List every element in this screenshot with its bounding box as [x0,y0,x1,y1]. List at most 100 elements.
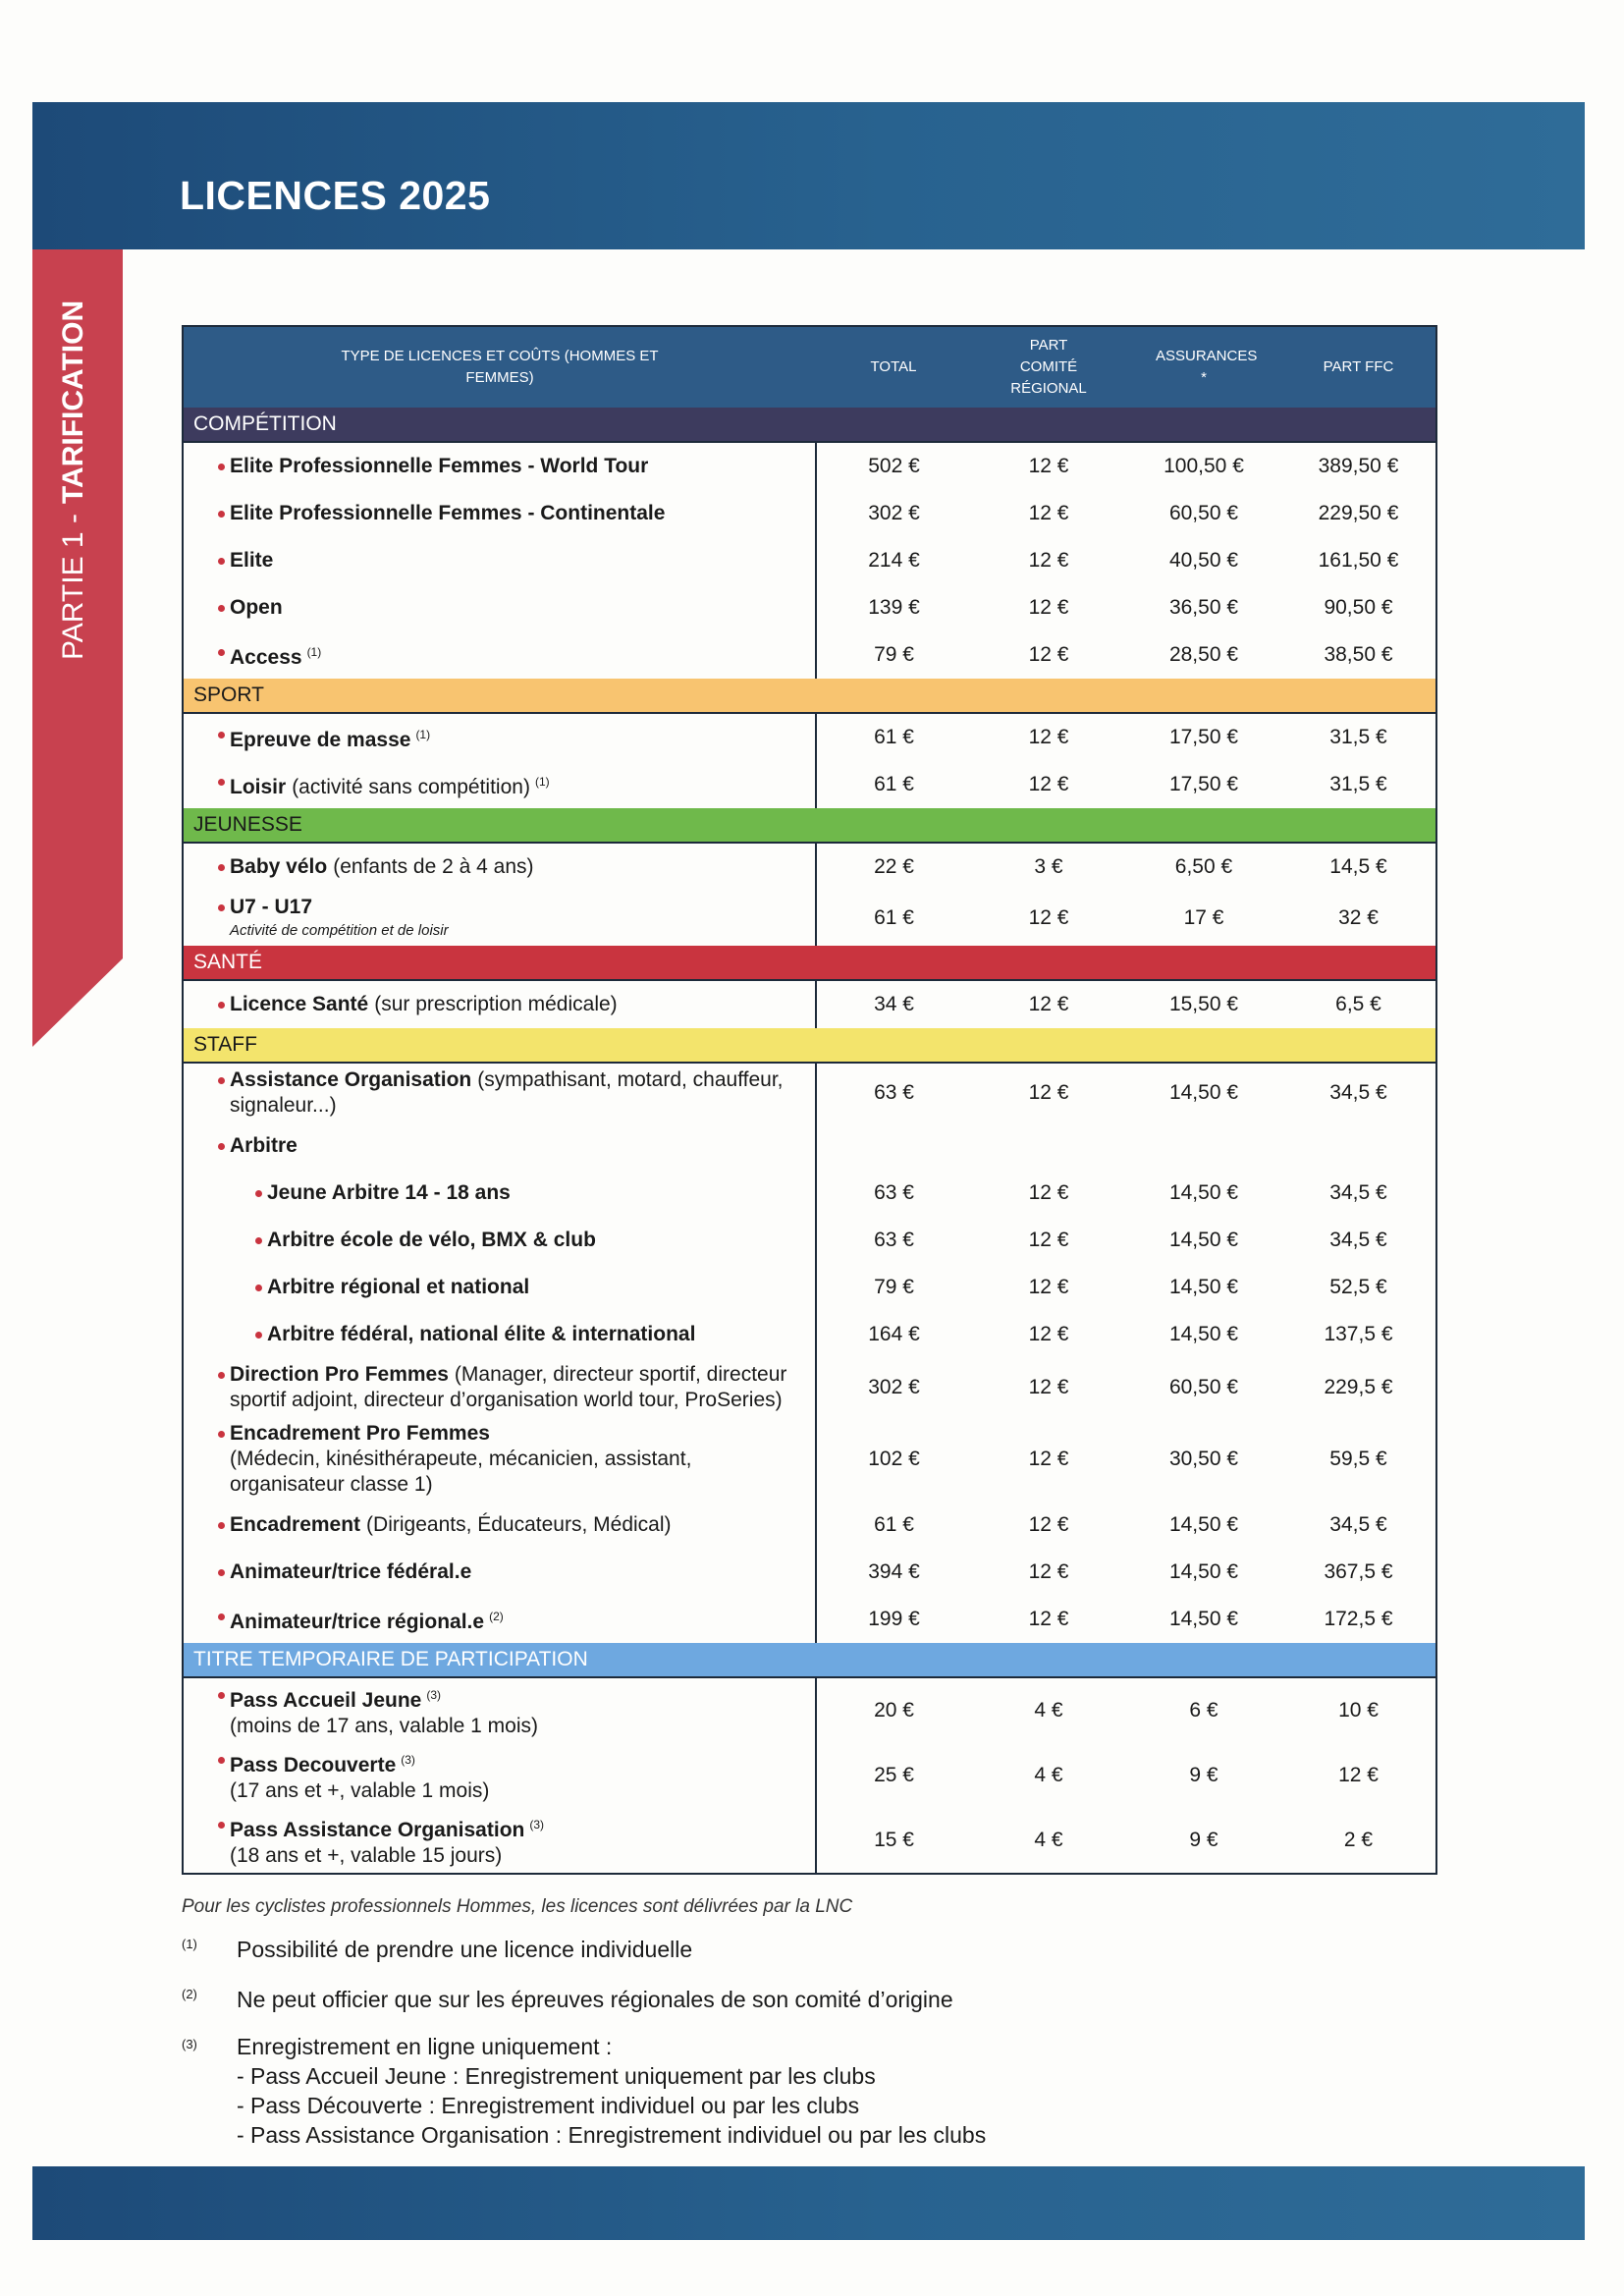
table-row: Assistance Organisation (sympathisant, mo… [183,1063,1436,1122]
license-text: Elite [230,548,273,574]
section-row: JEUNESSE [183,808,1436,844]
price-cell: 12 € [1028,1608,1069,1630]
price-cell: 22 € [874,855,914,878]
table-row: Encadrement (Dirigeants, Éducateurs, Médi… [183,1502,1436,1549]
license-label: Arbitre école de vélo, BMX & club [255,1228,803,1253]
license-name: Pass Decouverte [230,1754,397,1777]
price-cell: 25 € [874,1764,914,1786]
footnote: (1) Possibilité de prendre une licence in… [182,1932,1437,1968]
license-name: Licence Santé [230,993,369,1015]
footnote-line: Possibilité de prendre une licence indiv… [237,1937,693,1962]
price-cell: 6 € [1189,1699,1218,1722]
license-detail: (sur prescription médicale) [374,993,618,1015]
price-cell: 4 € [1034,1829,1063,1851]
table-row: Licence Santé (sur prescription médicale)… [183,980,1436,1028]
license-label: Animateur/trice fédéral.e [218,1559,803,1585]
license-text: Assistance Organisation (sympathisant, mo… [230,1067,803,1119]
license-detail: (Dirigeants, Éducateurs, Médical) [366,1513,672,1536]
license-detail: (enfants de 2 à 4 ans) [333,855,534,878]
price-cell: 61 € [874,726,914,748]
footnote-text: Enregistrement en ligne uniquement : - Pa… [237,2032,1437,2150]
bullet [218,1431,225,1438]
price-cell: 12 € [1028,1276,1069,1298]
license-cell: Encadrement (Dirigeants, Éducateurs, Médi… [183,1502,817,1549]
note-ref: (3) [426,1688,441,1702]
license-text: Encadrement (Dirigeants, Éducateurs, Médi… [230,1512,672,1538]
price-cell: 15,50 € [1168,993,1239,1015]
price-cell: 367,5 € [1324,1560,1393,1583]
column-header: ASSURANCES * [1126,326,1281,408]
price-cell: 12 € [1028,549,1069,572]
license-label: Pass Decouverte (3) (17 ans et +, valable … [218,1747,803,1804]
price-cell: 59,5 € [1329,1448,1387,1470]
price-cell: 40,50 € [1168,549,1239,572]
license-text: Pass Decouverte (3) (17 ans et +, valable … [230,1747,489,1804]
price-cell [1126,1122,1281,1170]
price-cell: 63 € [874,1229,914,1251]
license-detail: (moins de 17 ans, valable 1 mois) [230,1715,538,1737]
price-cell: 137,5 € [1324,1323,1393,1345]
price-cell: 172,5 € [1324,1608,1393,1630]
table-row: U7 - U17 Activité de compétition et de lo… [183,891,1436,946]
license-cell: Baby vélo (enfants de 2 à 4 ans) [183,843,817,891]
license-text: Arbitre régional et national [267,1275,529,1300]
price-cell: 30,50 € [1168,1448,1239,1470]
license-text: Jeune Arbitre 14 - 18 ans [267,1180,511,1206]
table-row: Baby vélo (enfants de 2 à 4 ans) 22 € 3 € 6,… [183,843,1436,891]
bullet [218,1569,225,1576]
bullet [218,1613,225,1620]
note-ref: (2) [489,1610,504,1623]
content: TYPE DE LICENCES ET COÛTS (HOMMES ET FEM… [182,325,1437,2250]
license-cell: Elite [183,537,817,584]
price-cell: 14,50 € [1168,1513,1239,1536]
price-cell: 199 € [868,1608,920,1630]
price-cell: 15 € [874,1829,914,1851]
part-label: PARTIE 1 - [57,514,89,660]
price-cell: 161,50 € [1318,549,1399,572]
price-cell: 61 € [874,906,914,929]
license-label: Epreuve de masse (1) [218,722,803,753]
price-cell: 38,50 € [1324,643,1393,666]
table-row: Jeune Arbitre 14 - 18 ans 63 € 12 € 14,50 €… [183,1170,1436,1217]
license-cell: Assistance Organisation (sympathisant, mo… [183,1063,817,1122]
footnote-line: - Pass Découverte : Enregistrement indiv… [237,2093,860,2118]
license-text: U7 - U17 Activité de compétition et de lo… [230,895,449,942]
bullet [218,1002,225,1009]
bullet [255,1332,262,1339]
license-name: Pass Assistance Organisation [230,1819,525,1841]
license-detail: (18 ans et +, valable 15 jours) [230,1844,503,1867]
section-name: STAFF [183,1028,1436,1064]
price-cell [816,1122,971,1170]
license-name: Jeune Arbitre 14 - 18 ans [267,1181,511,1204]
license-name: Animateur/trice fédéral.e [230,1560,472,1583]
price-cell: 14,5 € [1329,855,1387,878]
note-ref: (3) [401,1753,415,1767]
price-cell: 52,5 € [1329,1276,1387,1298]
license-label: Pass Accueil Jeune (3) (moins de 17 ans, v… [218,1682,803,1739]
note-ref: (1) [415,728,431,741]
section-label: TARIFICATION [57,300,89,505]
bullet [255,1190,262,1197]
header-band [32,102,1585,249]
license-subtitle: Activité de compétition et de loisir [230,922,449,939]
footnote-text: Ne peut officier que sur les épreuves ré… [237,1982,1437,2018]
license-cell: Access (1) [183,631,817,679]
price-cell: 36,50 € [1168,596,1239,619]
bullet [218,1372,225,1379]
price-cell: 17,50 € [1168,773,1239,795]
section-name: COMPÉTITION [183,408,1436,443]
price-cell: 14,50 € [1168,1560,1239,1583]
license-text: Epreuve de masse (1) [230,722,430,753]
license-text: Open [230,595,283,621]
license-name: Baby vélo [230,855,328,878]
bullet [218,864,225,871]
license-label: Licence Santé (sur prescription médicale) [218,992,803,1017]
price-cell: 79 € [874,1276,914,1298]
license-name: Encadrement Pro Femmes [230,1422,490,1445]
price-cell: 14,50 € [1168,1181,1239,1204]
bullet [218,779,225,786]
column-header: TYPE DE LICENCES ET COÛTS (HOMMES ET FEM… [183,326,816,408]
license-label: Elite Professionnelle Femmes - Continent… [218,501,803,526]
table-header-row: TYPE DE LICENCES ET COÛTS (HOMMES ET FEM… [183,326,1436,408]
